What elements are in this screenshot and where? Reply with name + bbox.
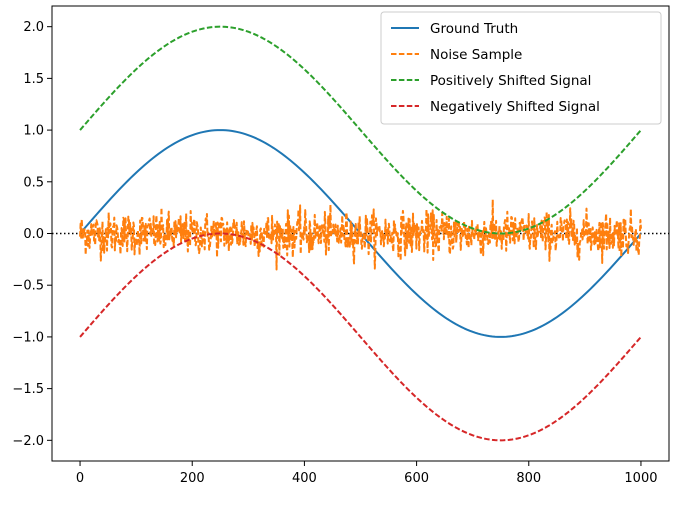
y-tick-label: 0.5 [23, 175, 44, 190]
x-tick-label: 200 [180, 471, 205, 486]
y-tick-label: −2.0 [12, 434, 44, 449]
x-tick-label: 0 [76, 471, 84, 486]
axes-layer: 0 200 400 600 800 1000 2.0 1.5 1.0 0.5 0.0 −0.5 −1.0… [12, 5, 670, 486]
y-tick-label: 1.0 [23, 124, 44, 139]
x-tick-label: 1000 [624, 471, 657, 486]
x-tick-label: 800 [516, 471, 541, 486]
legend: Ground Truth Noise Sample Positively Shift… [380, 11, 662, 125]
y-tick-label: −1.5 [12, 382, 44, 397]
y-tick-label: 0.0 [23, 227, 44, 242]
legend-label: Noise Sample [430, 47, 522, 63]
series-layer [52, 25, 669, 442]
legend-box [380, 11, 662, 125]
series-line-positively-shifted-signal [79, 25, 642, 235]
x-tick-label: 600 [404, 471, 429, 486]
legend-label: Positively Shifted Signal [430, 73, 591, 89]
y-tick-label: −1.0 [12, 330, 44, 345]
series-line-negatively-shifted-signal [79, 232, 642, 442]
legend-label: Negatively Shifted Signal [430, 99, 600, 115]
series-line-noise-sample [79, 198, 642, 271]
y-tick-label: 2.0 [23, 20, 44, 35]
x-tick-label: 400 [292, 471, 317, 486]
y-tick-label: −0.5 [12, 279, 44, 294]
legend-label: Ground Truth [430, 21, 518, 37]
y-tick-label: 1.5 [23, 72, 44, 87]
